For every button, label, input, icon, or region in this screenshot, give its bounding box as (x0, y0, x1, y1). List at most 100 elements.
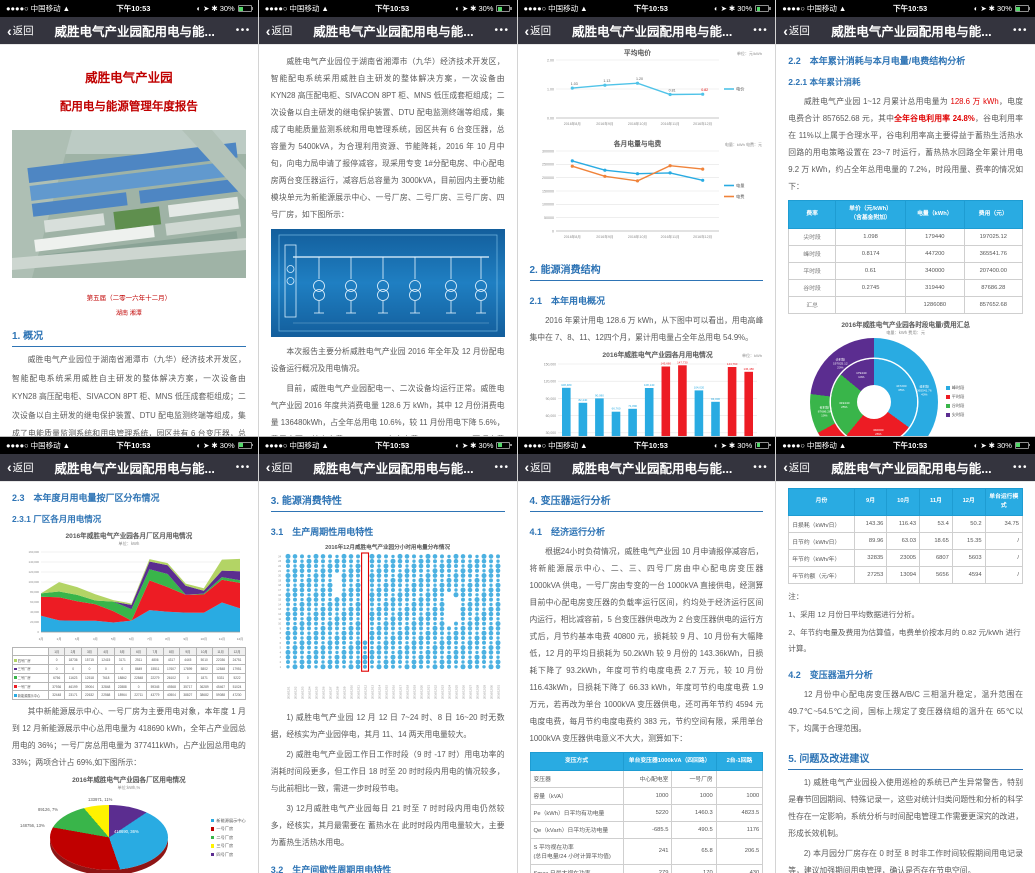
wifi-icon: ▲ (838, 440, 847, 450)
carrier-label: 中国移动 (289, 4, 320, 13)
orientation-lock-icon: ◐ (455, 4, 460, 13)
section-2-2-heading: 2.2 本年累计消耗与本月电量/电费结构分析 (788, 56, 966, 66)
svg-text:2016年9月: 2016年9月 (596, 234, 613, 239)
more-menu-button[interactable]: ••• (235, 461, 251, 473)
clock-label: 下午10:53 (893, 4, 928, 13)
document-scroll-area-cover[interactable]: 威胜电气产业园 配用电与能源管理年度报告 (0, 44, 258, 437)
svg-text:2016/12/11: 2016/12/11 (356, 684, 360, 698)
svg-text:24: 24 (278, 555, 281, 558)
svg-text:2016/12/24: 2016/12/24 (447, 684, 451, 698)
more-menu-button[interactable]: ••• (753, 461, 769, 473)
signal-dots-icon: ●●●●○ (6, 4, 29, 13)
alarm-icon: ✱ (211, 4, 218, 13)
chevron-left-icon: ‹ (783, 459, 788, 475)
chevron-left-icon: ‹ (7, 22, 12, 39)
back-button[interactable]: ‹ 返回 (7, 23, 34, 38)
text-segment: ，电度电费合计 857652.68 元，其中 (788, 97, 1024, 123)
more-menu-button[interactable]: ••• (494, 25, 510, 36)
back-label: 返回 (271, 461, 293, 474)
svg-text:2016/12/30: 2016/12/30 (489, 684, 493, 698)
back-button[interactable]: ‹ 返回 (525, 23, 552, 38)
back-button[interactable]: ‹ 返回 (783, 460, 810, 475)
location-arrow-icon: ➤ (461, 440, 469, 450)
svg-text:144,760: 144,760 (726, 362, 737, 366)
back-button[interactable]: ‹ 返回 (7, 460, 34, 475)
back-button[interactable]: ‹ 返回 (266, 23, 293, 38)
note-1: 1、采用 12 月份日平均数据进行分析。 (788, 610, 920, 620)
svg-text:11月: 11月 (219, 637, 225, 641)
svg-text:2016/12/4: 2016/12/4 (307, 686, 311, 699)
document-scroll-area-p5[interactable]: 2.3 本年度月用电量按厂区分布情况 2.3.1 厂区各月用电情况 2016年威… (0, 480, 258, 873)
report-title-line1: 威胜电气产业园 (85, 71, 173, 85)
wechat-nav-bar: ‹ 返回 威胜电气产业园配用电与能... ••• (517, 453, 776, 481)
svg-text:0.82: 0.82 (701, 88, 708, 92)
svg-text:2016年8月: 2016年8月 (563, 121, 580, 126)
status-bar: ●●●●○ 中国移动 ▲ 下午10:53 ◐ ➤ ✱ 30% (0, 0, 258, 17)
svg-text:9月: 9月 (183, 637, 188, 641)
svg-text:13: 13 (278, 608, 281, 611)
svg-text:84,000: 84,000 (711, 397, 720, 401)
svg-text:电费: 电费 (736, 193, 744, 200)
svg-text:单位：元/kWh: 单位：元/kWh (736, 50, 761, 56)
svg-text:2016/12/21: 2016/12/21 (426, 684, 430, 698)
svg-text:11: 11 (278, 617, 281, 620)
alarm-icon: ✱ (470, 440, 477, 450)
svg-text:1.20: 1.20 (636, 77, 643, 81)
back-button[interactable]: ‹ 返回 (266, 460, 293, 475)
document-scroll-area-p3[interactable]: 平均电价 单位：元/kWh 0.00 1.00 2.00 2016年8月 2016年9月 20… (517, 44, 776, 436)
svg-text:150000: 150000 (542, 189, 554, 193)
svg-text:9: 9 (279, 627, 281, 630)
highlight-total-kwh: 128.6 万 kWh (950, 97, 999, 106)
svg-text:0.00: 0.00 (547, 116, 554, 120)
svg-text:10月: 10月 (201, 637, 208, 641)
signal-dots-icon: ●●●●○ (6, 440, 29, 450)
more-menu-button[interactable]: ••• (494, 461, 510, 473)
alarm-icon: ✱ (470, 4, 477, 13)
svg-text:7: 7 (279, 637, 281, 640)
overview-paragraph: 威胜电气产业园位于湖南省湘潭市（九华）经济技术开发区，智能配电系统采用威胜自主研… (12, 355, 246, 437)
wechat-nav-bar: ‹ 返回 威胜电气产业园配用电与能... ••• (776, 17, 1035, 44)
location-arrow-icon: ➤ (461, 4, 469, 13)
svg-text:108,480: 108,480 (561, 383, 572, 387)
notes-label: 注： (788, 592, 804, 602)
more-menu-button[interactable]: ••• (235, 25, 251, 36)
document-scroll-area-p4[interactable]: 2.2 本年累计消耗与本月电量/电费结构分析 2.2.1 本年累计消耗 威胜电气… (776, 44, 1035, 436)
svg-text:160,000: 160,000 (29, 550, 40, 554)
report-edition: 第五届（二零一六年十二月） (86, 295, 172, 302)
page-title: 威胜电气产业园配用电与能... (313, 25, 474, 39)
document-scroll-area-p8[interactable]: 月份 9月 10月 11月 12月 单台运行模式 日损耗（kWh/日） 143.36 116.4… (776, 480, 1035, 873)
wifi-icon: ▲ (580, 440, 588, 450)
wifi-icon: ▲ (62, 440, 71, 450)
wechat-nav-bar: ‹ 返回 威胜电气产业园配用电与能... ••• (776, 453, 1035, 481)
more-menu-button[interactable]: ••• (1012, 461, 1028, 473)
hourly-usage-matrix-chart: 2016年12月威胜电气产业园分小时用电量分布情况 1 2 3 4 5 6 7 8 9 10 11 12… (277, 544, 501, 699)
svg-text:40,000: 40,000 (30, 610, 39, 614)
more-menu-button[interactable]: ••• (753, 25, 769, 36)
back-button[interactable]: ‹ 返回 (525, 460, 552, 475)
svg-text:4月: 4月 (93, 637, 98, 641)
orientation-lock-icon: ◐ (973, 440, 979, 450)
section-2-3-1-heading: 2.3.1 厂区各月用电情况 (12, 513, 102, 524)
matrix-note-1: 1) 威胜电气产业园 12 月 12 日 7~24 时、8 日 16~20 时无… (270, 712, 505, 739)
signal-dots-icon: ●●●●○ (523, 4, 547, 13)
document-scroll-area-p7[interactable]: 4. 变压器运行分析 4.1 经济运行分析 根据24小时负荷情况，威胜电气产业园… (517, 480, 776, 873)
svg-text:120,000: 120,000 (543, 380, 555, 384)
tou-tariff-table: 费率 单价（元/kWh） （含基金附加） 电量（kWh） 费用（元） 尖时段 1.098 17… (788, 200, 1024, 314)
more-menu-button[interactable]: ••• (1012, 25, 1028, 36)
svg-text:1.13: 1.13 (603, 79, 610, 83)
back-button[interactable]: ‹ 返回 (783, 23, 810, 38)
document-scroll-area-p2[interactable]: 威胜电气产业园位于湖南省湘潭市（九华）经济技术开发区，智能配电系统采用威胜自主研… (258, 44, 517, 436)
orientation-lock-icon: ◐ (973, 4, 979, 13)
alarm-icon: ✱ (211, 440, 218, 450)
annual-consumption-paragraph: 威胜电气产业园 1~12 月累计总用电量为 128.6 万 kWh，电度电费合计… (788, 93, 1023, 195)
svg-text:0: 0 (552, 229, 554, 233)
orientation-lock-icon: ◐ (714, 440, 719, 450)
svg-text:5月: 5月 (111, 637, 116, 641)
signal-dots-icon: ●●●●○ (782, 4, 805, 13)
wifi-icon: ▲ (321, 4, 329, 13)
battery-icon (237, 441, 254, 449)
document-scroll-area-p6[interactable]: 3. 能源消费特性 3.1 生产周期性用电特性 2016年12月威胜电气产业园分… (258, 480, 517, 873)
svg-text:2016/12/5: 2016/12/5 (314, 686, 318, 699)
svg-text:2016/12/18: 2016/12/18 (405, 684, 409, 698)
status-bar: ●●●●○ 中国移动 ▲ 下午10:53 ◐ ➤ ✱ 30% (0, 436, 258, 454)
